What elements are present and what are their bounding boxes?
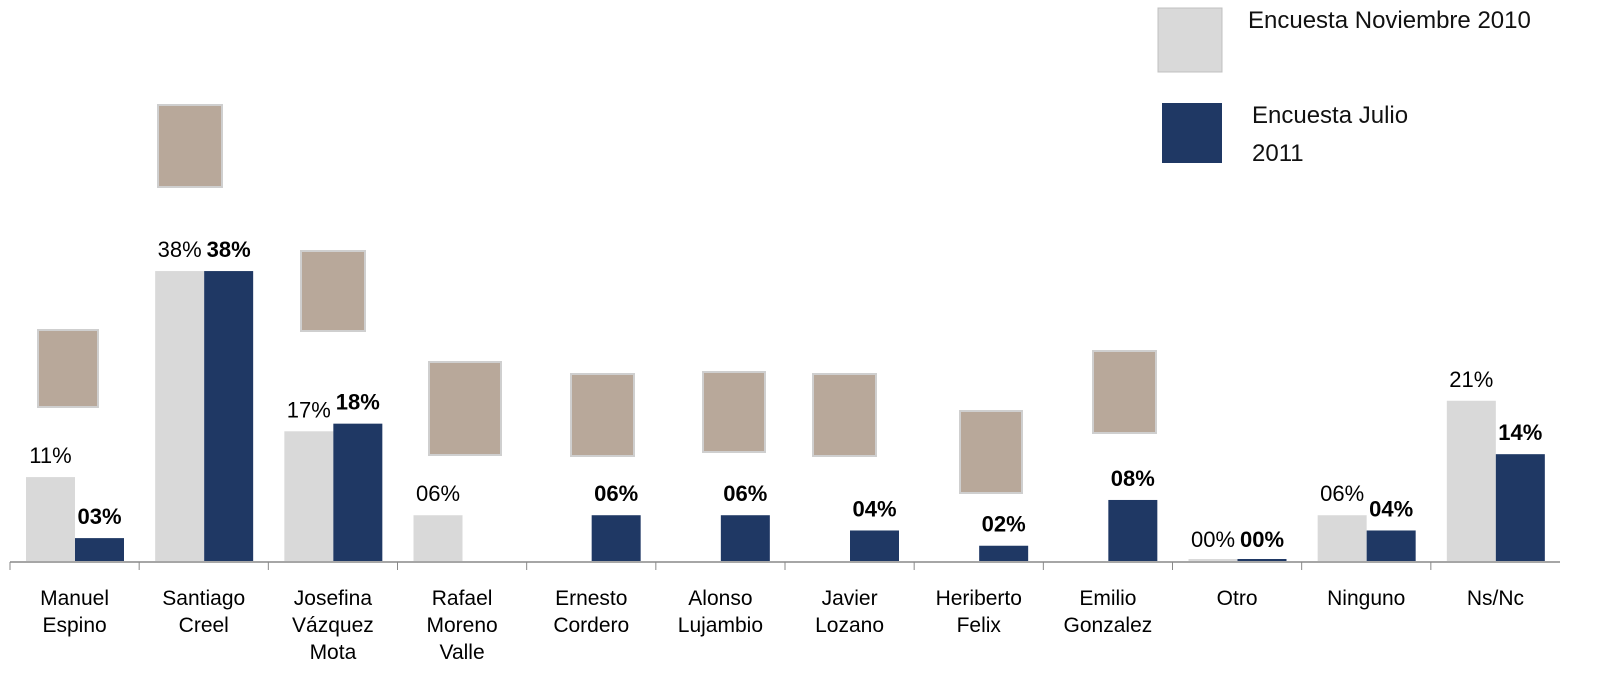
photo <box>428 361 502 456</box>
value-label: 06% <box>1320 481 1364 506</box>
x-tick-label: Alonso Lujambio <box>677 587 764 637</box>
photo <box>959 410 1023 494</box>
legend-label: Encuesta Julio 2011 <box>1252 102 1409 167</box>
bar <box>979 545 1029 561</box>
x-tick-label: Otro <box>1216 587 1258 610</box>
value-label: 00% <box>1191 527 1235 552</box>
legend-swatch <box>1157 7 1223 73</box>
x-tick-label: Ninguno <box>1327 587 1406 610</box>
bar <box>26 477 75 561</box>
legend-label: Encuesta Noviembre 2010 <box>1248 7 1531 34</box>
bar <box>591 515 641 561</box>
value-label: 06% <box>723 481 767 506</box>
bar <box>1366 530 1416 561</box>
value-label: 14% <box>1498 420 1542 445</box>
value-label: 06% <box>594 481 638 506</box>
value-label: 08% <box>1111 466 1155 491</box>
bar <box>75 538 124 561</box>
photo <box>37 329 99 408</box>
x-tick-label: Josefina Vázquez Mota <box>292 587 374 664</box>
value-label: 21% <box>1449 367 1493 392</box>
bar <box>1446 400 1496 561</box>
legend-swatch <box>1162 103 1222 163</box>
photo <box>570 373 635 457</box>
value-label: 11% <box>29 443 71 468</box>
bar <box>155 271 205 561</box>
x-tick-label: Javier Lozano <box>815 587 885 637</box>
x-tick-label: Ernesto Cordero <box>553 587 630 637</box>
value-label: 04% <box>852 496 896 521</box>
value-label: 00% <box>1240 527 1284 552</box>
value-label: 18% <box>336 390 380 415</box>
photo <box>812 373 877 457</box>
photo <box>300 250 366 332</box>
bar <box>333 423 383 561</box>
value-label: 38% <box>207 237 251 262</box>
value-label: 03% <box>77 504 121 529</box>
bar <box>1188 559 1238 561</box>
bar <box>720 515 770 561</box>
bar <box>1317 515 1367 561</box>
photo <box>1092 350 1157 434</box>
x-tick-label: Emilio Gonzalez <box>1063 587 1153 637</box>
value-label: 17% <box>287 397 331 422</box>
value-label: 38% <box>158 237 202 262</box>
x-tick-label: Manuel Espino <box>40 587 110 637</box>
bar <box>204 271 254 561</box>
bar <box>850 530 899 561</box>
value-label: 02% <box>982 512 1026 537</box>
x-tick-label: Santiago Creel <box>162 587 246 637</box>
x-tick-label: Rafael Moreno Valle <box>426 587 498 664</box>
bar <box>1495 454 1545 561</box>
photo <box>702 371 766 453</box>
photo <box>157 104 223 188</box>
x-tick-label: Ns/Nc <box>1466 587 1524 610</box>
bar <box>1108 499 1158 561</box>
bar <box>1237 559 1287 561</box>
x-tick-label: Heriberto Felix <box>935 587 1022 637</box>
bar <box>413 515 463 561</box>
value-label: 04% <box>1369 496 1413 521</box>
bar <box>284 431 334 561</box>
value-label: 06% <box>416 481 460 506</box>
